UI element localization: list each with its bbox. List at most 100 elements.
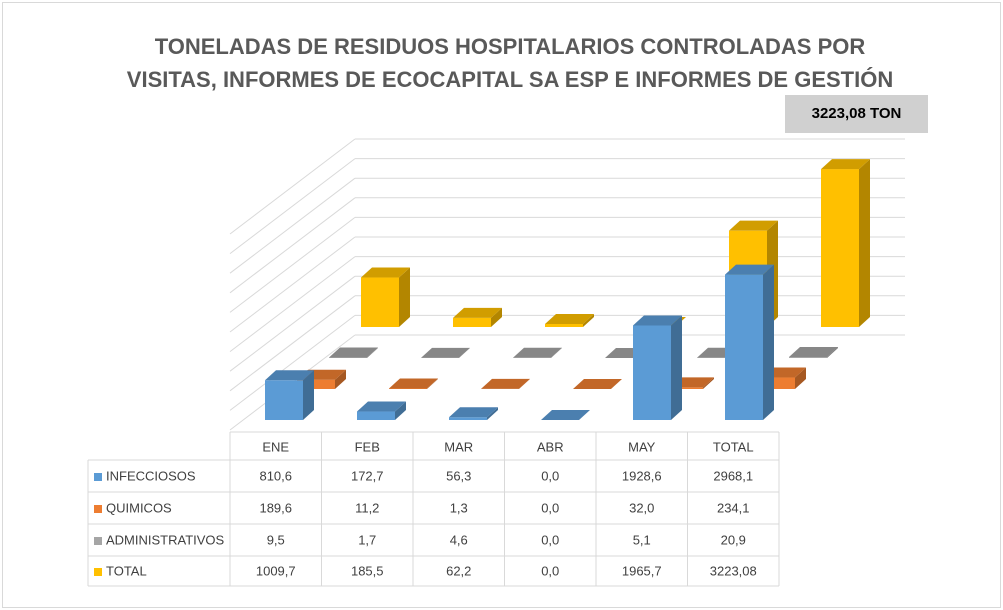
data-label: 0,0 <box>541 563 559 578</box>
bar <box>725 274 763 420</box>
bar-top <box>725 264 774 275</box>
data-label: 1,3 <box>450 500 468 515</box>
data-label: 1965,7 <box>622 563 662 578</box>
x-tick-label: FEB <box>355 439 380 454</box>
bar-side <box>459 347 470 358</box>
bar <box>297 379 335 389</box>
bar-side <box>399 267 410 327</box>
data-label: 4,6 <box>450 532 468 547</box>
bar <box>265 380 303 420</box>
grid-line <box>229 197 356 294</box>
bar <box>821 169 859 327</box>
legend-key <box>94 568 102 576</box>
data-label: 62,2 <box>446 563 471 578</box>
bar-side <box>703 377 714 389</box>
annotation: 3223,08 TON <box>785 95 928 133</box>
bar-side <box>671 315 682 420</box>
bar <box>361 277 399 327</box>
bar-top <box>513 347 562 358</box>
bar-top <box>633 315 682 326</box>
data-label: 189,6 <box>259 500 292 515</box>
data-label: 185,5 <box>351 563 384 578</box>
bar-top <box>545 313 594 324</box>
grid-line <box>229 217 356 313</box>
data-label: 0,0 <box>541 532 559 547</box>
bar-top <box>265 370 314 381</box>
data-label: 1009,7 <box>256 563 296 578</box>
bar-side <box>395 401 406 420</box>
grid-line <box>229 256 356 352</box>
bar-top <box>449 407 498 418</box>
legend-key <box>94 505 102 513</box>
data-label: 0,0 <box>541 500 559 515</box>
bar <box>449 417 487 420</box>
bar-side <box>487 407 498 420</box>
data-label: 0,0 <box>541 468 559 483</box>
legend-label: ADMINISTRATIVOS <box>106 532 225 547</box>
bar-top <box>421 347 470 358</box>
grid-line <box>229 138 356 235</box>
data-label: 20,9 <box>721 532 746 547</box>
data-label: 11,2 <box>355 500 379 515</box>
bar-top <box>481 378 530 389</box>
x-tick-label: ENE <box>262 439 289 454</box>
data-label: 2968,1 <box>713 468 753 483</box>
bar <box>357 411 395 420</box>
data-label: 5,1 <box>633 532 651 547</box>
data-label: 32,0 <box>629 500 654 515</box>
grid-line <box>229 177 356 274</box>
bar-side <box>335 369 346 389</box>
bar-top <box>361 267 410 278</box>
data-label: 56,3 <box>446 468 471 483</box>
legend-key <box>94 473 102 481</box>
bar <box>389 388 427 389</box>
bar-top <box>729 220 778 231</box>
bar <box>633 325 671 420</box>
grid-line <box>229 236 356 333</box>
bar-top <box>329 347 378 358</box>
bar <box>545 323 583 327</box>
grid-line <box>229 315 356 411</box>
legend-label: INFECCIOSOS <box>106 468 196 483</box>
data-label: 810,6 <box>259 468 292 483</box>
x-tick-label: MAY <box>628 439 656 454</box>
data-label: 1,7 <box>358 532 376 547</box>
legend-label: QUIMICOS <box>106 500 172 515</box>
bar <box>757 377 795 389</box>
legend-label: TOTAL <box>106 563 147 578</box>
bar-top <box>389 378 438 389</box>
data-label: 172,7 <box>351 468 384 483</box>
legend-key <box>94 537 102 545</box>
bar <box>789 356 827 358</box>
bar-top <box>453 307 502 318</box>
bar-side <box>427 378 438 389</box>
bar-top <box>821 159 870 170</box>
bar <box>665 387 703 389</box>
data-label: 9,5 <box>267 532 285 547</box>
bar-side <box>367 347 378 358</box>
data-label: 3223,08 <box>710 563 757 578</box>
bar-top <box>789 346 838 357</box>
data-label: 1928,6 <box>622 468 662 483</box>
bar-side <box>519 378 530 389</box>
bar-side <box>859 159 870 327</box>
grid-line <box>229 295 356 392</box>
chart-title: TONELADAS DE RESIDUOS HOSPITALARIOS CONT… <box>126 34 894 92</box>
bar-top <box>357 401 406 412</box>
bar-side <box>491 307 502 327</box>
bar-side <box>795 367 806 389</box>
bar-top <box>541 410 590 420</box>
bar-side <box>551 347 562 358</box>
bar-top <box>573 379 622 389</box>
x-tick-label: TOTAL <box>713 439 754 454</box>
grid-line <box>229 275 356 372</box>
bar-side <box>827 346 838 358</box>
data-label: 234,1 <box>717 500 750 515</box>
bar-side <box>303 370 314 420</box>
bar-side <box>583 313 594 327</box>
x-tick-label: ABR <box>537 439 564 454</box>
x-tick-label: MAR <box>444 439 473 454</box>
grid-line <box>229 158 356 254</box>
